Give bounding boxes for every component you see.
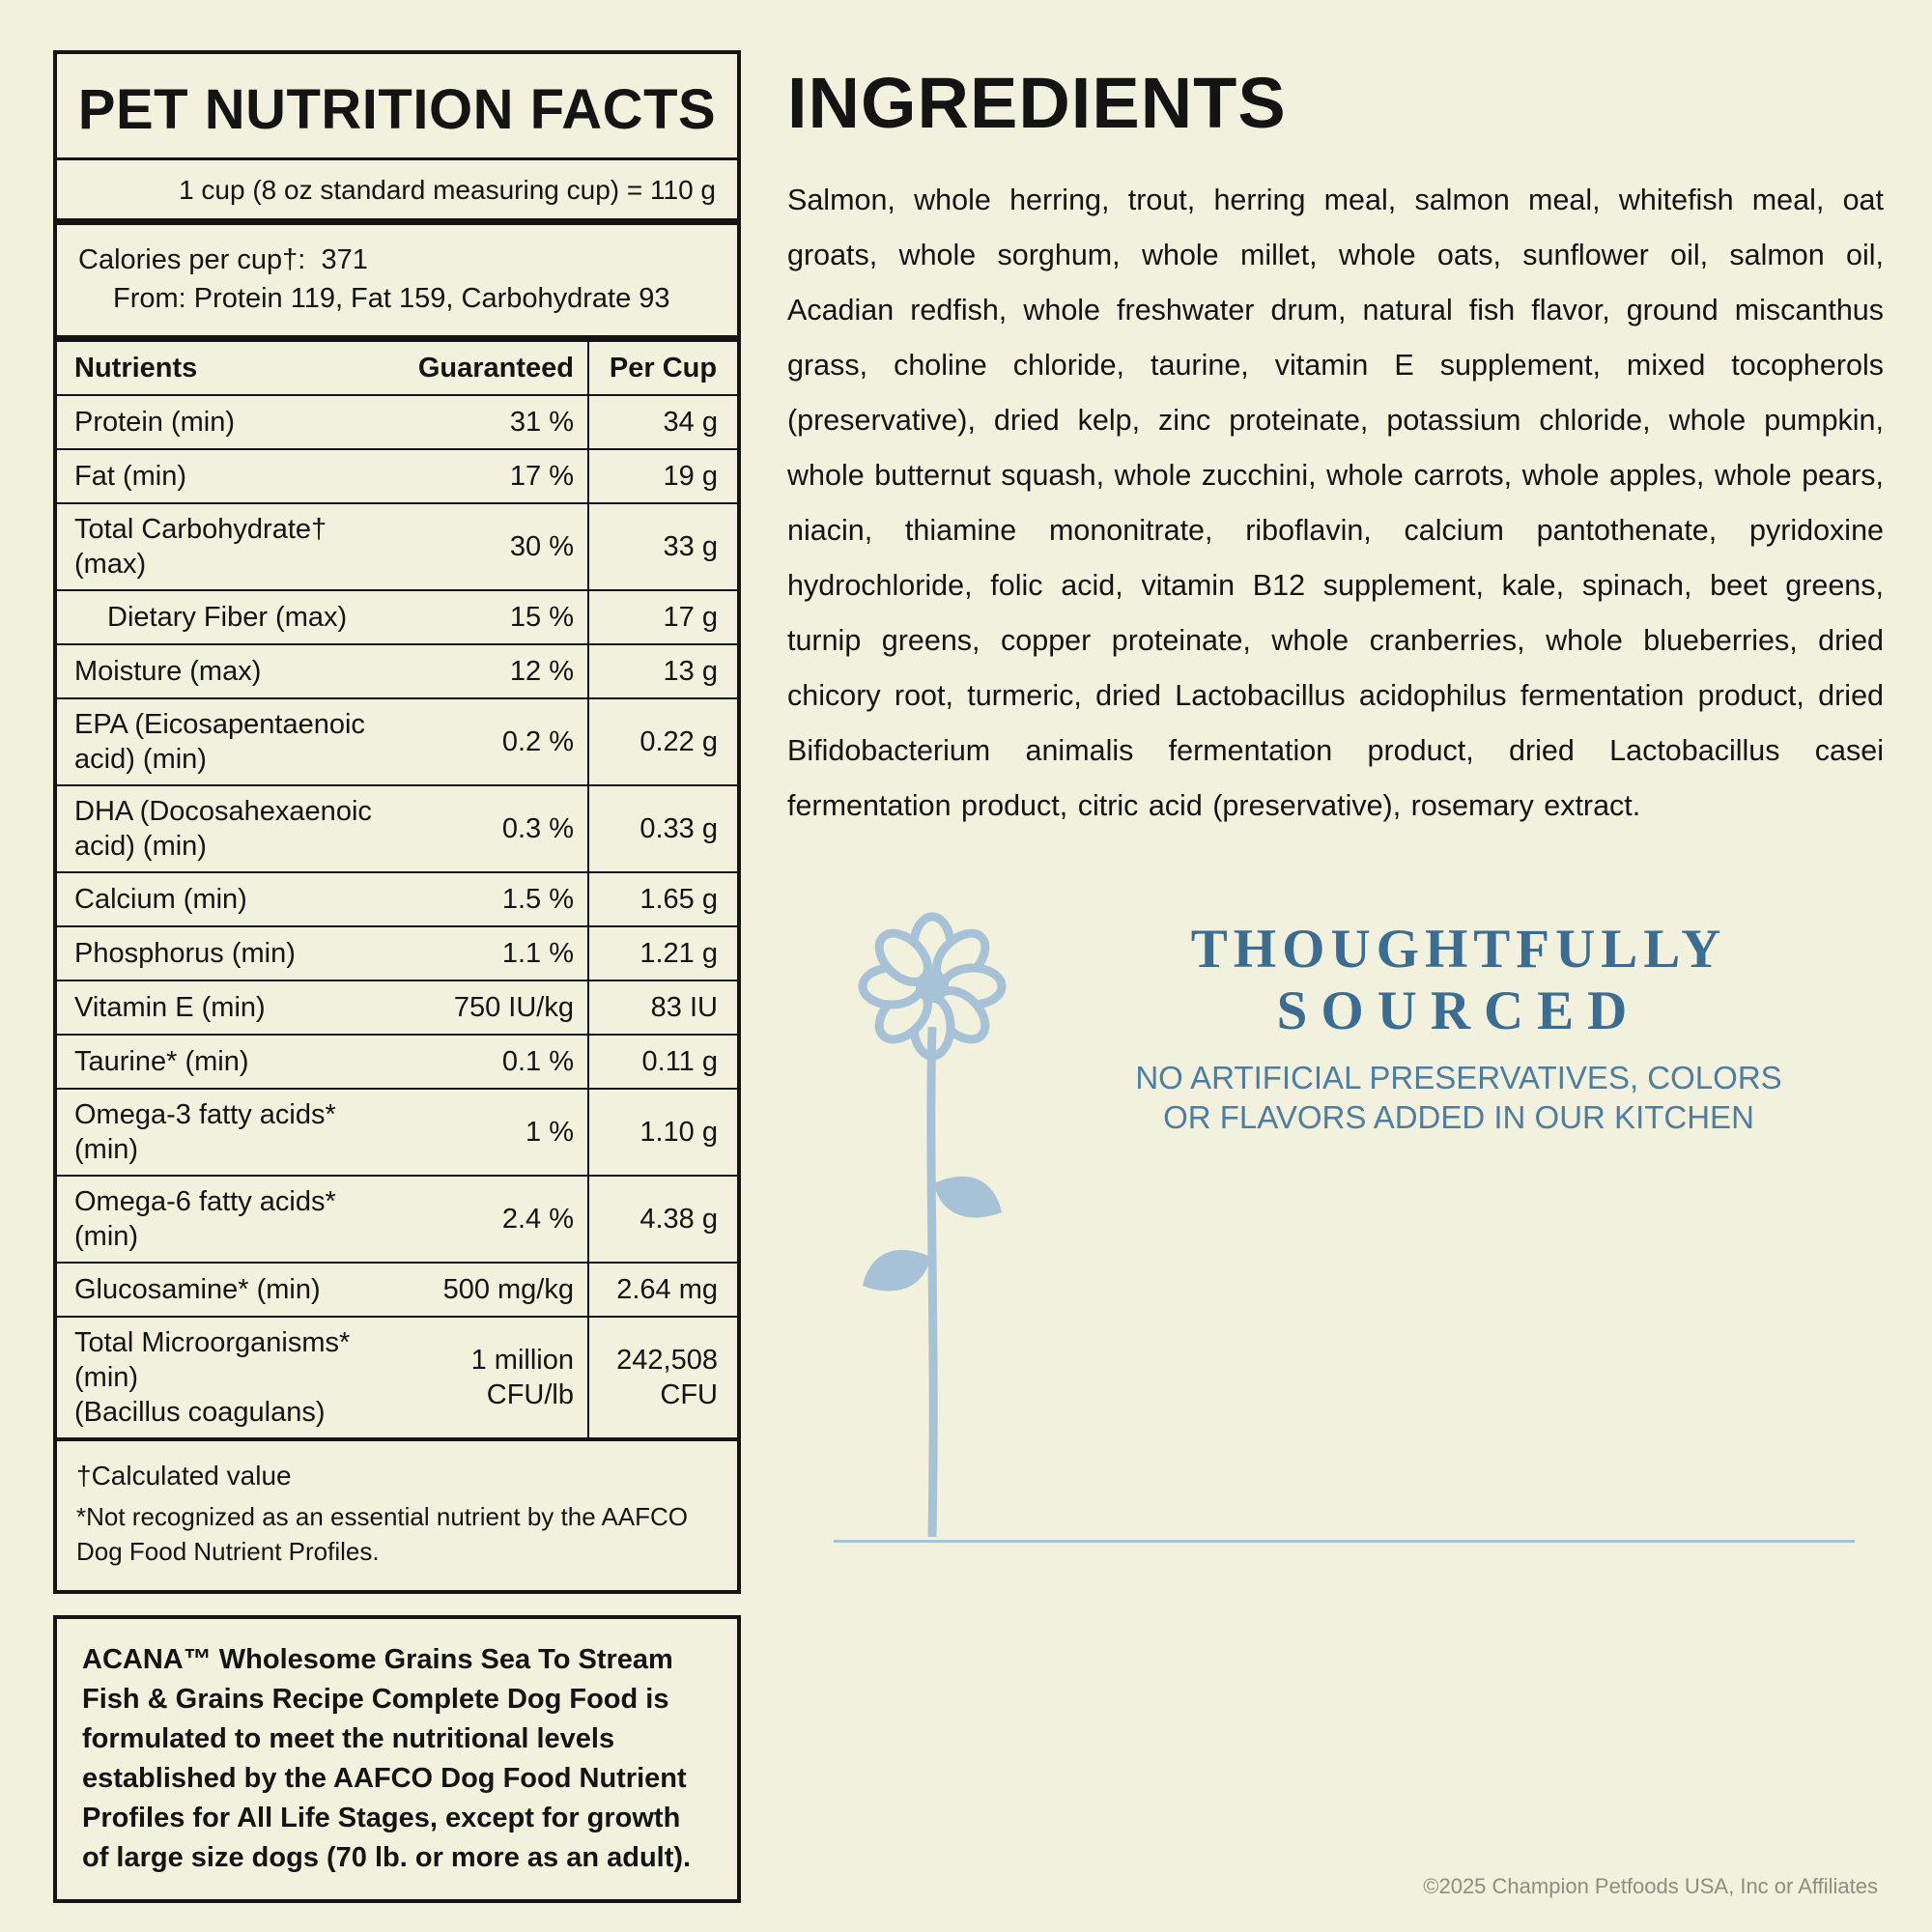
table-row: Calcium (min) 1.5 % 1.65 g	[57, 873, 737, 927]
guaranteed-value: 750 IU/kg	[453, 992, 574, 1023]
per-cup-value: 1.65 g	[587, 873, 737, 925]
aafco-statement-box: ACANA™ Wholesome Grains Sea To Stream Fi…	[53, 1615, 741, 1903]
guaranteed-value: 31 %	[509, 407, 574, 438]
table-row: Omega-6 fatty acids* (min) 2.4 % 4.38 g	[57, 1177, 737, 1264]
guaranteed-value: 500 mg/kg	[442, 1274, 574, 1305]
nutrient-name: Taurine* (min)	[74, 1046, 249, 1077]
per-cup-value: 4.38 g	[587, 1177, 737, 1262]
header-nutrients: Nutrients	[74, 353, 198, 384]
guaranteed-value: 15 %	[509, 602, 574, 633]
nutrition-facts-column: PET NUTRITION FACTS 1 cup (8 oz standard…	[53, 50, 741, 1903]
table-row: DHA (Docosahexaenoic acid) (min) 0.3 % 0…	[57, 786, 737, 873]
badge-subtitle: NO ARTIFICIAL PRESERVATIVES, COLORS OR F…	[1067, 1058, 1850, 1137]
guaranteed-value: 1.1 %	[501, 938, 574, 969]
calories-from-line: From: Protein 119, Fat 159, Carbohydrate…	[113, 283, 670, 314]
nutrients-table: Nutrients Guaranteed Per Cup Protein (mi…	[57, 342, 737, 1441]
nutrient-name: Glucosamine* (min)	[74, 1274, 321, 1305]
per-cup-value: 1.10 g	[587, 1090, 737, 1175]
per-cup-value: 13 g	[587, 645, 737, 697]
guaranteed-value: 0.2 %	[501, 726, 574, 757]
guaranteed-value: 0.1 %	[501, 1046, 574, 1077]
table-row: EPA (Eicosapentaenoic acid) (min) 0.2 % …	[57, 699, 737, 786]
per-cup-value: 2.64 mg	[587, 1264, 737, 1316]
flower-icon	[858, 912, 1007, 1538]
table-row: Total Carbohydrate† (max) 30 % 33 g	[57, 504, 737, 591]
header-guaranteed: Guaranteed	[417, 353, 574, 384]
footnotes: †Calculated value *Not recognized as an …	[57, 1441, 737, 1590]
nutrient-name: Moisture (max)	[74, 656, 262, 687]
per-cup-value: 242,508 CFU	[587, 1318, 737, 1437]
badge-title-line1: THOUGHTFULLY	[1190, 919, 1727, 980]
table-row: Glucosamine* (min) 500 mg/kg 2.64 mg	[57, 1264, 737, 1318]
nutrient-name: Fat (min)	[74, 461, 186, 492]
nutrient-name: Total Carbohydrate† (max)	[74, 514, 327, 580]
footnote-aafco: *Not recognized as an essential nutrient…	[76, 1502, 689, 1566]
table-row: Moisture (max) 12 % 13 g	[57, 645, 737, 699]
table-row: Fat (min) 17 % 19 g	[57, 450, 737, 504]
ingredients-title: INGREDIENTS	[787, 63, 1287, 143]
nutrient-name: Omega-6 fatty acids* (min)	[74, 1186, 336, 1252]
table-row: Taurine* (min) 0.1 % 0.11 g	[57, 1036, 737, 1090]
per-cup-value: 33 g	[587, 504, 737, 589]
per-cup-value: 0.33 g	[587, 786, 737, 871]
per-cup-value: 0.11 g	[587, 1036, 737, 1088]
panel-title: PET NUTRITION FACTS	[57, 54, 737, 160]
badge-ground-line	[834, 1540, 1855, 1543]
nutrient-name: Dietary Fiber (max)	[107, 602, 348, 633]
footnote-calculated-value: †Calculated value	[76, 1461, 292, 1491]
badge-subtitle-line1: NO ARTIFICIAL PRESERVATIVES, COLORS	[1135, 1060, 1782, 1095]
table-row: Dietary Fiber (max) 15 % 17 g	[57, 591, 737, 645]
nutrient-name: DHA (Docosahexaenoic acid) (min)	[74, 796, 372, 862]
guaranteed-value: 17 %	[509, 461, 574, 492]
per-cup-value: 83 IU	[587, 981, 737, 1034]
nutrient-name: Phosphorus (min)	[74, 938, 296, 969]
ingredients-column: INGREDIENTS Salmon, whole herring, trout…	[787, 50, 1884, 1903]
guaranteed-value: 12 %	[509, 656, 574, 687]
copyright-text: ©2025 Champion Petfoods USA, Inc or Affi…	[1423, 1874, 1878, 1898]
guaranteed-value: 1 %	[526, 1117, 574, 1148]
nutrient-name: Calcium (min)	[74, 884, 247, 915]
pet-nutrition-facts-panel: PET NUTRITION FACTS 1 cup (8 oz standard…	[53, 50, 741, 1594]
nutrient-name: EPA (Eicosapentaenoic acid) (min)	[74, 709, 365, 775]
guaranteed-value: 0.3 %	[501, 813, 574, 844]
nutrient-name: Protein (min)	[74, 407, 235, 438]
badge-text-block: THOUGHTFULLY SOURCED NO ARTIFICIAL PRESE…	[1067, 919, 1850, 1137]
table-row: Protein (min) 31 % 34 g	[57, 396, 737, 450]
table-row: Phosphorus (min) 1.1 % 1.21 g	[57, 927, 737, 981]
nutrient-name: Vitamin E (min)	[74, 992, 266, 1023]
per-cup-value: 34 g	[587, 396, 737, 448]
serving-size-line: 1 cup (8 oz standard measuring cup) = 11…	[57, 160, 737, 225]
calories-section: Calories per cup†: 371 From: Protein 119…	[57, 225, 737, 342]
guaranteed-value: 30 %	[509, 531, 574, 562]
table-row: Total Microorganisms* (min) (Bacillus co…	[57, 1318, 737, 1441]
table-header-row: Nutrients Guaranteed Per Cup	[57, 342, 737, 396]
ingredients-text: Salmon, whole herring, trout, herring me…	[787, 184, 1884, 822]
calories-line: Calories per cup†: 371	[78, 244, 368, 275]
table-row: Vitamin E (min) 750 IU/kg 83 IU	[57, 981, 737, 1036]
badge-subtitle-line2: OR FLAVORS ADDED IN OUR KITCHEN	[1163, 1099, 1754, 1135]
per-cup-value: 1.21 g	[587, 927, 737, 980]
per-cup-value: 19 g	[587, 450, 737, 502]
table-row: Omega-3 fatty acids* (min) 1 % 1.10 g	[57, 1090, 737, 1177]
badge-title: THOUGHTFULLY SOURCED	[1067, 919, 1850, 1042]
per-cup-value: 0.22 g	[587, 699, 737, 784]
nutrient-name: Total Microorganisms* (min) (Bacillus co…	[74, 1327, 351, 1428]
header-per-cup: Per Cup	[587, 342, 737, 394]
guaranteed-value: 1 million CFU/lb	[470, 1345, 574, 1410]
per-cup-value: 17 g	[587, 591, 737, 643]
badge-title-line2: SOURCED	[1276, 980, 1641, 1041]
nutrient-name: Omega-3 fatty acids* (min)	[74, 1099, 336, 1165]
guaranteed-value: 2.4 %	[501, 1204, 574, 1235]
thoughtfully-sourced-badge: THOUGHTFULLY SOURCED NO ARTIFICIAL PRESE…	[787, 901, 1884, 1550]
guaranteed-value: 1.5 %	[501, 884, 574, 915]
